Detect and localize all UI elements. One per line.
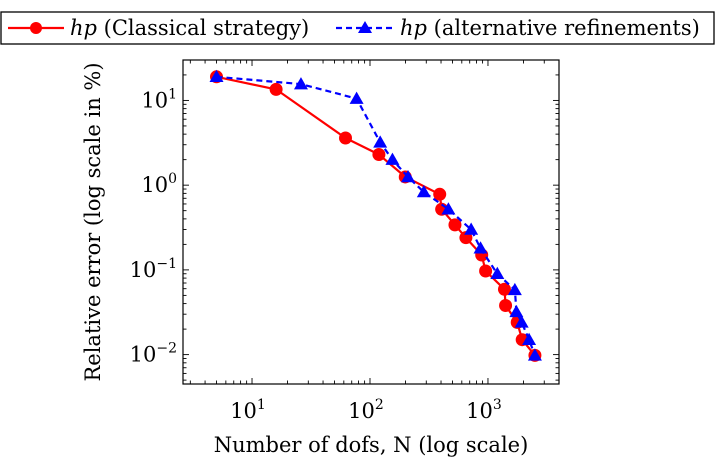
- data-point-circle: [339, 131, 353, 145]
- legend-label-classical-italic: hp: [70, 16, 97, 40]
- data-point-circle: [499, 298, 513, 312]
- series-line: [216, 75, 536, 356]
- data-point-triangle: [507, 282, 522, 296]
- data-point-triangle: [441, 202, 456, 215]
- series-layer: [209, 69, 542, 362]
- data-point-triangle: [464, 222, 479, 235]
- data-point-circle: [479, 264, 493, 278]
- x-axis-label: Number of dofs, N (log scale): [214, 433, 529, 457]
- series-line: [216, 75, 536, 357]
- major-ticks: [183, 60, 559, 384]
- data-point-triangle: [416, 185, 431, 198]
- data-point-triangle: [349, 91, 364, 104]
- data-point-triangle: [490, 266, 505, 280]
- data-point-triangle: [527, 348, 542, 361]
- data-point-circle: [372, 148, 386, 162]
- x-tick-label-base: 10: [230, 399, 257, 423]
- legend-label-alternative-rest: (alternative refinements): [427, 16, 700, 40]
- legend-label-alternative: hp (alternative refinements): [400, 16, 700, 40]
- x-tick-label: 102: [348, 397, 384, 423]
- y-tick-label: 10−2: [130, 341, 177, 367]
- y-tick-label-exp: −2: [156, 341, 177, 357]
- y-tick-label-exp: 0: [168, 171, 177, 187]
- y-tick-label: 101: [141, 86, 177, 112]
- legend-label-classical-rest: (Classical strategy): [97, 16, 309, 40]
- data-point-circle: [433, 187, 447, 201]
- x-tick-label-exp: 1: [257, 397, 266, 413]
- legend: hp (Classical strategy) hp (alternative …: [0, 11, 715, 45]
- data-point-triangle: [509, 304, 524, 318]
- data-point-circle: [448, 218, 462, 232]
- y-tick-label-exp: 1: [168, 86, 177, 102]
- x-tick-label-base: 10: [466, 399, 493, 423]
- legend-label-classical: hp (Classical strategy): [70, 16, 309, 40]
- x-tick-label-base: 10: [348, 399, 375, 423]
- legend-marker-alternative: [358, 21, 372, 33]
- data-point-circle: [497, 282, 511, 296]
- data-point-triangle: [373, 135, 388, 148]
- data-point-triangle: [293, 77, 308, 90]
- data-point-triangle: [514, 315, 529, 328]
- data-point-triangle: [385, 152, 400, 165]
- series-alternative: [209, 69, 542, 361]
- y-tick-label-exp: −1: [156, 256, 177, 272]
- y-tick-label-base: 10: [141, 173, 168, 197]
- series-classical: [210, 70, 542, 362]
- data-point-triangle: [209, 69, 224, 83]
- x-tick-label: 103: [466, 397, 502, 423]
- x-tick-label-exp: 2: [375, 397, 384, 413]
- data-point-triangle: [401, 169, 416, 183]
- minor-ticks: [183, 59, 560, 384]
- y-tick-label-base: 10: [141, 88, 168, 112]
- legend-label-alternative-italic: hp: [400, 16, 427, 40]
- data-point-triangle: [473, 241, 488, 254]
- plot-frame: [182, 59, 560, 385]
- data-point-circle: [269, 82, 283, 96]
- y-tick-label-base: 10: [130, 258, 157, 282]
- y-tick-label: 100: [141, 171, 177, 197]
- y-tick-label-base: 10: [130, 343, 157, 367]
- legend-marker-classical: [30, 22, 42, 34]
- y-tick-label: 10−1: [130, 256, 177, 282]
- data-point-triangle: [522, 332, 537, 345]
- x-tick-labels: 101 102 103: [230, 397, 502, 423]
- x-tick-label: 101: [230, 397, 266, 423]
- x-tick-label-exp: 3: [493, 397, 502, 413]
- y-axis-label: Relative error (log scale in %): [81, 62, 105, 381]
